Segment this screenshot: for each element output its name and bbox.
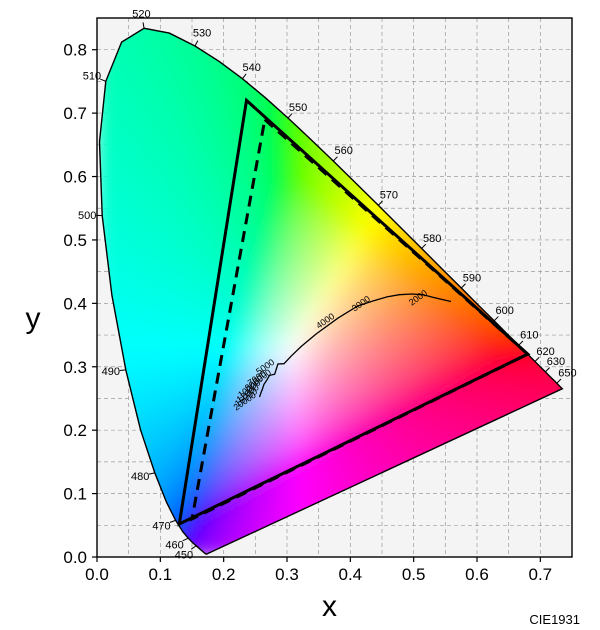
wavelength-tick	[119, 369, 126, 371]
wavelength-tick	[169, 519, 176, 523]
x-axis-title: x	[322, 590, 337, 623]
wavelength-label: 490	[102, 366, 120, 378]
wavelength-label: 520	[132, 9, 150, 21]
axis-ticks: 0.0 0.1 0.2 0.3 0.4 0.5 0.6 0.7 0.0 0.1 0.2 0.3 0.4 0…	[63, 41, 552, 584]
wavelength-tick	[377, 200, 383, 206]
y-axis-title: y	[26, 302, 41, 335]
y-tick-label: 0.6	[63, 168, 87, 187]
wavelength-label: 650	[558, 368, 576, 380]
wavelength-label: 500	[78, 210, 96, 222]
wavelength-label: 470	[152, 520, 170, 532]
wavelength-label: 530	[193, 28, 211, 40]
x-tick-label: 0.0	[85, 565, 109, 584]
y-tick-label: 0.1	[63, 485, 87, 504]
wavelength-label: 540	[242, 62, 260, 74]
wavelength-label: 560	[335, 145, 353, 157]
wavelength-label: 510	[83, 71, 101, 83]
x-tick-label: 0.1	[149, 565, 173, 584]
wavelength-label: 630	[547, 356, 565, 368]
wavelength-tick	[148, 472, 155, 475]
y-tick-label: 0.7	[63, 104, 87, 123]
wavelength-label: 450	[175, 549, 193, 561]
wavelength-tick	[242, 73, 247, 79]
x-tick-label: 0.6	[465, 565, 489, 584]
wavelength-tick	[421, 243, 427, 249]
wavelength-tick	[182, 537, 189, 542]
gamut-triangles	[177, 97, 531, 527]
wavelength-tick	[190, 545, 197, 550]
x-tick-label: 0.2	[212, 565, 236, 584]
wavelength-tick	[556, 378, 562, 384]
wavelength-label: 460	[165, 540, 183, 552]
wavelength-tick	[493, 316, 499, 322]
wavelength-label: 570	[380, 190, 398, 202]
x-tick-label: 0.4	[339, 565, 363, 584]
wavelength-tick	[332, 156, 338, 162]
y-tick-label: 0.8	[63, 41, 87, 60]
y-tick-label: 0.3	[63, 358, 87, 377]
x-tick-label: 0.7	[529, 565, 553, 584]
spectral-locus	[98, 27, 564, 555]
y-tick-label: 0.5	[63, 231, 87, 250]
wavelength-tick	[287, 113, 293, 119]
wavelength-label: 620	[536, 346, 554, 358]
wavelength-label: 580	[423, 233, 441, 245]
wavelength-tick	[460, 283, 466, 289]
source-label: CIE1931	[529, 612, 580, 627]
wavelength-tick	[518, 340, 524, 346]
x-tick-label: 0.3	[275, 565, 299, 584]
wavelength-tick	[100, 78, 106, 82]
wavelength-label: 600	[496, 305, 514, 317]
planckian-locus	[258, 293, 452, 398]
x-tick-label: 0.5	[402, 565, 426, 584]
plot-frame	[96, 17, 573, 558]
wavelength-label: 610	[520, 330, 538, 342]
wavelength-tick	[544, 367, 550, 373]
wavelength-tick	[534, 356, 540, 362]
wavelength-label: 550	[289, 102, 307, 114]
y-tick-label: 0.2	[63, 421, 87, 440]
wavelength-label: 590	[463, 272, 481, 284]
wavelength-label: 480	[131, 471, 149, 483]
y-tick-label: 0.4	[63, 294, 87, 313]
y-tick-label: 0.0	[63, 548, 87, 567]
wavelength-tick	[142, 22, 145, 29]
wavelength-tick	[194, 40, 199, 47]
